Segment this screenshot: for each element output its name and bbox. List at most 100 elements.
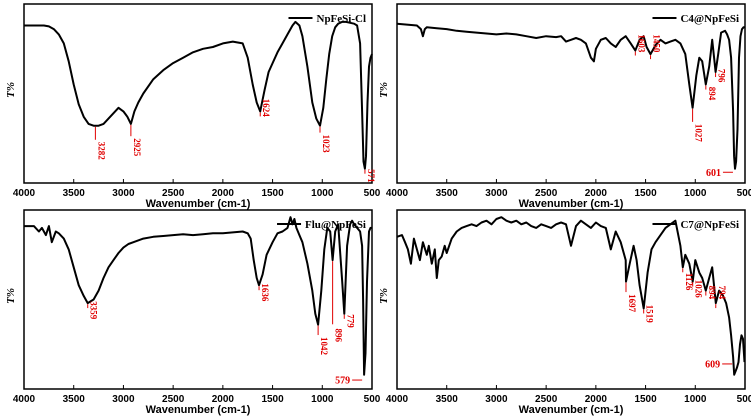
x-tick-label: 2500 bbox=[535, 394, 558, 405]
peak-annotation: 571 bbox=[364, 169, 376, 183]
legend: C7@NpFeSi bbox=[652, 219, 739, 231]
x-tick-label: 1000 bbox=[311, 188, 334, 199]
peak-label: 794 bbox=[717, 286, 727, 300]
x-tick-label: 2000 bbox=[212, 188, 235, 199]
legend-label: NpFeSi-Cl bbox=[317, 13, 367, 25]
peak-annotation: 609 bbox=[705, 359, 733, 370]
peak-annotation: 1042 bbox=[317, 325, 329, 356]
peak-label: 1624 bbox=[261, 99, 271, 118]
plot-frame bbox=[23, 3, 373, 184]
x-tick-label: 4000 bbox=[386, 394, 409, 405]
x-tick-label: 3000 bbox=[485, 394, 508, 405]
peak-annotation: 894 bbox=[705, 286, 717, 300]
peak-annotation: 601 bbox=[706, 168, 733, 179]
peak-annotation: 1697 bbox=[625, 282, 637, 313]
peak-label: 1697 bbox=[627, 294, 637, 313]
peak-label: 1519 bbox=[645, 305, 655, 324]
x-axis-label: Wavenumber (cm-1) bbox=[519, 404, 624, 416]
peak-label: 1636 bbox=[260, 283, 270, 302]
x-tick-label: 3500 bbox=[436, 188, 459, 199]
spectrum-line bbox=[396, 22, 745, 170]
x-tick-label: 2000 bbox=[585, 188, 608, 199]
peak-annotation: 796 bbox=[715, 69, 727, 83]
x-tick-label: 1500 bbox=[261, 188, 284, 199]
x-axis-label: Wavenumber (cm-1) bbox=[519, 198, 624, 210]
x-tick-label: 2000 bbox=[212, 394, 235, 405]
peak-label: 894 bbox=[707, 87, 717, 101]
x-tick-label: 500 bbox=[364, 188, 381, 199]
plot-frame bbox=[23, 209, 373, 390]
legend: NpFeSi-Cl bbox=[288, 13, 367, 25]
x-tick-label: 1000 bbox=[684, 394, 707, 405]
x-tick-label: 1500 bbox=[634, 394, 657, 405]
y-axis-label: T% bbox=[378, 288, 390, 304]
peak-label: 894 bbox=[707, 286, 717, 300]
peak-annotation: 1026 bbox=[692, 280, 704, 299]
x-tick-label: 1500 bbox=[261, 394, 284, 405]
spectrum-line bbox=[396, 216, 746, 376]
x-tick-label: 3000 bbox=[112, 188, 135, 199]
peak-annotation: 896 bbox=[332, 261, 344, 343]
y-axis-label: T% bbox=[5, 82, 17, 98]
peak-label: 896 bbox=[334, 329, 344, 343]
x-tick-label: 500 bbox=[737, 188, 751, 199]
peak-annotation: 1027 bbox=[692, 108, 704, 143]
peak-annotation: 779 bbox=[343, 314, 355, 328]
peak-annotation: 1603 bbox=[634, 34, 646, 56]
x-tick-label: 3000 bbox=[485, 188, 508, 199]
peak-label: 1603 bbox=[636, 34, 646, 53]
peak-label: 1027 bbox=[694, 124, 704, 143]
peak-annotation: 1519 bbox=[643, 305, 655, 324]
peak-label: 571 bbox=[366, 169, 376, 183]
x-tick-label: 2000 bbox=[585, 394, 608, 405]
peak-annotation: 2925 bbox=[130, 124, 142, 157]
x-tick-label: 1500 bbox=[634, 188, 657, 199]
x-tick-label: 4000 bbox=[13, 188, 36, 199]
spectrum-line bbox=[24, 216, 372, 376]
ir-spectrum-panel: 4000 3500 3000 2500 2000 1500 1000 500 Wavenumbe… bbox=[5, 3, 381, 210]
plot-frame bbox=[396, 209, 746, 390]
legend-label: C7@NpFeSi bbox=[680, 219, 739, 231]
peak-annotation: 1126 bbox=[682, 268, 694, 291]
peak-annotation: 1023 bbox=[319, 126, 331, 154]
peak-label: 1126 bbox=[684, 273, 694, 291]
peak-label: 1026 bbox=[694, 280, 704, 299]
y-axis-label: T% bbox=[378, 82, 390, 98]
peak-annotation: 794 bbox=[715, 286, 727, 309]
ir-spectrum-panel: 4000 3500 3000 2500 2000 1500 1000 500 Wavenumbe… bbox=[378, 209, 751, 416]
peak-annotation: 1624 bbox=[259, 99, 271, 118]
peak-label: 796 bbox=[717, 69, 727, 83]
x-tick-label: 3500 bbox=[63, 188, 86, 199]
legend: C4@NpFeSi bbox=[652, 13, 739, 25]
peak-annotation: 1636 bbox=[258, 283, 270, 302]
peak-annotation: 579 bbox=[335, 376, 363, 387]
legend-label: C4@NpFeSi bbox=[680, 13, 739, 25]
x-tick-label: 3500 bbox=[436, 394, 459, 405]
peak-label: 3282 bbox=[96, 142, 106, 161]
peak-label: 779 bbox=[345, 314, 355, 328]
x-tick-label: 1000 bbox=[684, 188, 707, 199]
peak-label: 1023 bbox=[321, 135, 331, 154]
x-tick-label: 500 bbox=[364, 394, 381, 405]
peak-label: 609 bbox=[705, 359, 720, 370]
peak-label: 579 bbox=[335, 376, 350, 387]
peak-annotation: 3282 bbox=[94, 126, 106, 161]
peak-label: 3359 bbox=[89, 301, 99, 320]
peak-annotation: 1450 bbox=[650, 34, 662, 60]
x-tick-label: 2500 bbox=[162, 188, 185, 199]
x-axis-label: Wavenumber (cm-1) bbox=[146, 198, 251, 210]
ir-spectrum-panel: 4000 3500 3000 2500 2000 1500 1000 500 Wavenumbe… bbox=[5, 209, 381, 416]
peak-label: 601 bbox=[706, 168, 721, 179]
legend-label: Flu@NpFeSi bbox=[305, 219, 366, 231]
peak-label: 2925 bbox=[132, 138, 142, 157]
y-axis-label: T% bbox=[5, 288, 17, 304]
peak-annotation: 894 bbox=[705, 85, 717, 101]
x-tick-label: 500 bbox=[737, 394, 751, 405]
x-tick-label: 1000 bbox=[311, 394, 334, 405]
x-tick-label: 4000 bbox=[386, 188, 409, 199]
x-axis-label: Wavenumber (cm-1) bbox=[146, 404, 251, 416]
x-tick-label: 3500 bbox=[63, 394, 86, 405]
x-tick-label: 2500 bbox=[162, 394, 185, 405]
legend: Flu@NpFeSi bbox=[277, 219, 366, 231]
